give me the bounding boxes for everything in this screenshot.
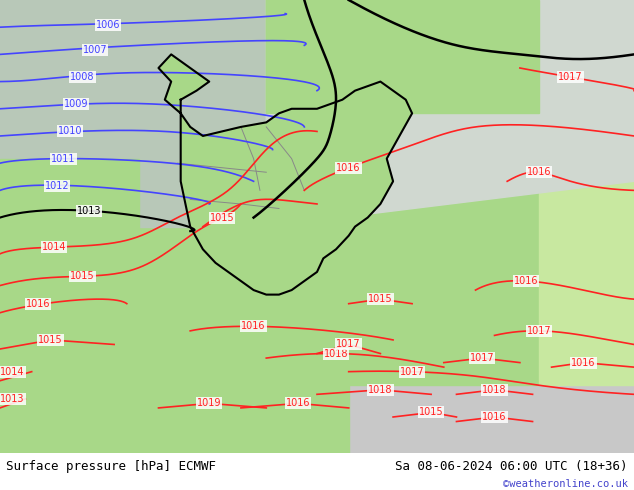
Polygon shape (158, 54, 412, 294)
Text: 1014: 1014 (42, 242, 66, 252)
Text: 1007: 1007 (83, 45, 107, 55)
Text: 1013: 1013 (1, 394, 25, 404)
Text: 1015: 1015 (210, 213, 234, 222)
Text: 1015: 1015 (39, 335, 63, 345)
Text: 1013: 1013 (77, 206, 101, 216)
Text: 1017: 1017 (400, 367, 424, 377)
Text: 1006: 1006 (96, 20, 120, 30)
Polygon shape (0, 385, 349, 453)
Text: 1016: 1016 (286, 398, 310, 408)
Text: 1018: 1018 (368, 385, 392, 395)
Text: 1008: 1008 (70, 72, 94, 82)
Text: 1015: 1015 (419, 408, 443, 417)
Text: 1017: 1017 (559, 72, 583, 82)
Text: 1012: 1012 (45, 181, 69, 191)
Text: 1016: 1016 (26, 299, 50, 309)
Text: 1016: 1016 (571, 358, 595, 368)
Text: Sa 08-06-2024 06:00 UTC (18+36): Sa 08-06-2024 06:00 UTC (18+36) (395, 460, 628, 473)
Text: 1019: 1019 (197, 398, 221, 408)
Text: 1016: 1016 (242, 321, 266, 331)
Text: 1016: 1016 (337, 163, 361, 172)
Text: 1018: 1018 (482, 385, 507, 395)
Polygon shape (266, 0, 634, 226)
Text: 1009: 1009 (64, 99, 88, 109)
Polygon shape (380, 0, 539, 113)
Text: 1018: 1018 (324, 348, 348, 359)
Text: 1017: 1017 (527, 326, 551, 336)
Text: 1015: 1015 (368, 294, 392, 304)
Text: 1016: 1016 (514, 276, 538, 286)
Polygon shape (95, 23, 539, 385)
Polygon shape (0, 0, 266, 226)
Text: 1011: 1011 (51, 154, 75, 164)
Text: 1014: 1014 (1, 367, 25, 377)
Text: 1016: 1016 (527, 167, 551, 177)
Text: ©weatheronline.co.uk: ©weatheronline.co.uk (503, 480, 628, 490)
Text: 1017: 1017 (470, 353, 494, 363)
Text: Surface pressure [hPa] ECMWF: Surface pressure [hPa] ECMWF (6, 460, 216, 473)
Text: 1015: 1015 (70, 271, 94, 281)
Polygon shape (0, 159, 139, 408)
Text: 1017: 1017 (337, 340, 361, 349)
Text: 1010: 1010 (58, 126, 82, 136)
Polygon shape (266, 0, 412, 113)
Text: 1016: 1016 (482, 412, 507, 422)
Polygon shape (539, 23, 634, 385)
